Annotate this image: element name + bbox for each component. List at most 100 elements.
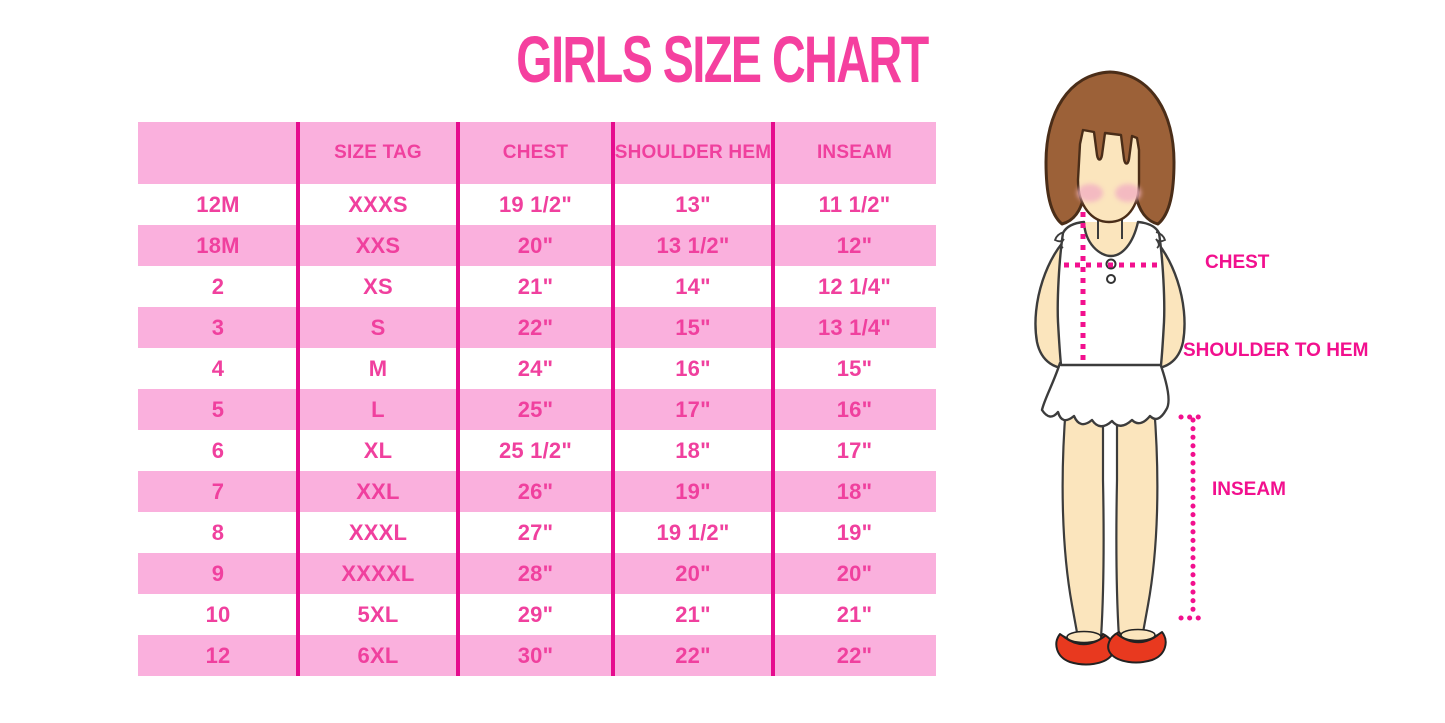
girl-right-leg (1115, 403, 1159, 640)
page-title: GIRLS SIZE CHART (0, 23, 1445, 97)
table-cell: XXL (356, 478, 400, 504)
table-cell: 13 1/2" (656, 232, 730, 258)
column-divider (296, 122, 300, 676)
girl-right-shoulder-ruffle (1155, 231, 1167, 249)
column-divider (611, 122, 615, 676)
page-title-text: GIRLS SIZE CHART (516, 23, 930, 97)
girl-left-leg (1061, 403, 1105, 640)
table-cell: 15" (836, 355, 873, 381)
girl-top-button (1106, 274, 1116, 284)
girl-blush-right (1115, 184, 1141, 202)
header-cell-inseam: INSEAM (816, 142, 893, 163)
table-cell: 20" (836, 560, 873, 586)
table-row: 3 S 22" 15" 13 1/4" (138, 307, 936, 348)
table-row: 2 XS 21" 14" 12 1/4" (138, 266, 936, 307)
table-row: 12M XXXS 19 1/2" 13" 11 1/2" (138, 184, 936, 225)
girl-measurement-illustration: CHEST SHOULDER TO HEM INSEAM (1000, 60, 1445, 720)
table-cell: 16" (675, 355, 711, 381)
girl-skirt (1040, 361, 1170, 428)
size-cell: 12M (196, 191, 240, 217)
girl-face (1076, 128, 1141, 224)
size-cell: 10 (205, 601, 231, 627)
table-cell: XXXL (348, 519, 408, 545)
girl-right-foot-opening (1120, 628, 1156, 642)
table-cell: 30" (517, 642, 554, 668)
table-row: 18M XXS 20" 13 1/2" 12" (138, 225, 936, 266)
size-cell: 6 (211, 437, 225, 463)
table-cell: 20" (675, 560, 711, 586)
table-cell: 18" (836, 478, 873, 504)
header-cell-size-tag: SIZE TAG (334, 142, 422, 163)
table-row: 7 XXL 26" 19" 18" (138, 471, 936, 512)
girl-blush-left (1077, 184, 1103, 202)
table-cell: 27" (517, 519, 554, 545)
table-cell: 6XL (357, 642, 399, 668)
table-row: 8 XXXL 27" 19 1/2" 19" (138, 512, 936, 553)
shoulder-to-hem-label: SHOULDER TO HEM (1183, 340, 1369, 361)
table-cell: 29" (517, 601, 554, 627)
table-cell: 26" (517, 478, 554, 504)
size-cell: 4 (211, 355, 225, 381)
size-cell: 9 (211, 560, 225, 586)
table-cell: 19 1/2" (656, 519, 730, 545)
table-cell: 18" (675, 437, 711, 463)
column-divider (456, 122, 460, 676)
table-header-row: SIZE TAG CHEST SHOULDER HEM INSEAM (138, 122, 936, 184)
size-cell: 5 (211, 396, 225, 422)
table-cell: 17" (836, 437, 873, 463)
table-cell: 15" (675, 314, 711, 340)
table-cell: XXXS (348, 191, 408, 217)
table-row: 9 XXXXL 28" 20" 20" (138, 553, 936, 594)
table-cell: XXXXL (341, 560, 415, 586)
table-cell: 11 1/2" (818, 191, 891, 217)
table-cell: 25" (517, 396, 554, 422)
table-cell: XXS (355, 232, 401, 258)
table-row: 5 L 25" 17" 16" (138, 389, 936, 430)
table-cell: 12" (836, 232, 873, 258)
table-row: 4 M 24" 16" 15" (138, 348, 936, 389)
girl-illustration-svg (1034, 70, 1209, 666)
table-cell: 19 1/2" (499, 191, 572, 217)
table-cell: 22" (675, 642, 711, 668)
girl-left-foot-opening (1066, 630, 1102, 644)
size-cell: 12 (205, 642, 231, 668)
girl-left-shoe-strap (1063, 635, 1106, 646)
header-cell-size (138, 122, 298, 184)
table-cell: 22" (517, 314, 554, 340)
table-cell: XS (363, 273, 393, 299)
size-chart-table: SIZE TAG CHEST SHOULDER HEM INSEAM 12M XX… (138, 122, 936, 676)
table-cell: 21" (675, 601, 711, 627)
table-cell: 12 1/4" (818, 273, 891, 299)
table-cell: 21" (517, 273, 554, 299)
table-cell: 28" (517, 560, 554, 586)
size-cell: 2 (211, 273, 225, 299)
table-cell: 13 1/4" (818, 314, 891, 340)
table-cell: L (371, 396, 385, 422)
table-cell: XL (363, 437, 393, 463)
table-cell: 21" (836, 601, 873, 627)
table-body: 12M XXXS 19 1/2" 13" 11 1/2" 18M XXS 20" 13 1/2"… (138, 184, 936, 676)
size-cell: 8 (211, 519, 225, 545)
size-cell: 3 (211, 314, 225, 340)
table-cell: 25 1/2" (499, 437, 572, 463)
header-cell-shoulder-hem: SHOULDER HEM (614, 142, 772, 163)
table-cell: 13" (675, 191, 711, 217)
table-cell: 17" (675, 396, 711, 422)
table-cell: 14" (675, 273, 711, 299)
girl-left-shoulder-ruffle (1053, 231, 1065, 249)
table-row: 10 5XL 29" 21" 21" (138, 594, 936, 635)
girl-right-shoe-strap (1116, 633, 1159, 644)
chest-label: CHEST (1205, 252, 1270, 273)
table-cell: 19" (675, 478, 711, 504)
inseam-label: INSEAM (1212, 479, 1286, 500)
table-row: 12 6XL 30" 22" 22" (138, 635, 936, 676)
size-cell: 18M (196, 232, 240, 258)
table-row: 6 XL 25 1/2" 18" 17" (138, 430, 936, 471)
table-cell: 24" (517, 355, 554, 381)
table-cell: 20" (517, 232, 554, 258)
header-cell-chest: CHEST (502, 142, 569, 163)
table-cell: M (368, 355, 388, 381)
table-cell: 5XL (357, 601, 399, 627)
size-cell: 7 (211, 478, 225, 504)
table-cell: 16" (836, 396, 873, 422)
